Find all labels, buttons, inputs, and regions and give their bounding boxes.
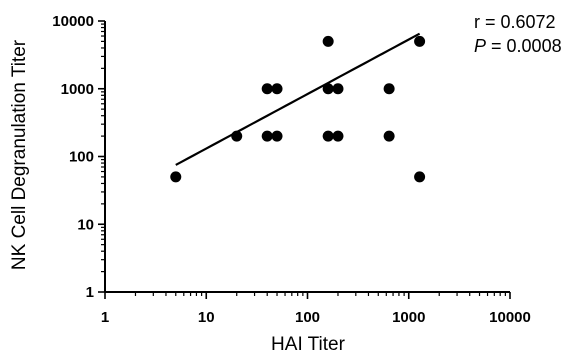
data-point	[414, 171, 426, 183]
ticks: 1 10 100 1000 10000 1 10 100 1000 10000	[52, 13, 531, 326]
y-axis-title: NK Cell Degranulation Titer	[9, 39, 30, 270]
data-point	[332, 83, 344, 95]
data-point	[322, 35, 334, 47]
data-point	[271, 130, 283, 142]
x-tick-label: 100	[295, 309, 320, 326]
data-point	[414, 35, 426, 47]
y-tick-label: 10000	[52, 13, 94, 30]
x-tick-label: 10	[198, 309, 215, 326]
data-points	[170, 35, 426, 183]
fit-line	[175, 32, 421, 166]
data-point	[383, 130, 395, 142]
p-label: P	[474, 36, 487, 56]
fit-line-group	[175, 32, 421, 166]
data-point	[170, 171, 182, 183]
data-point	[383, 83, 395, 95]
p-value: P = 0.0008	[474, 34, 562, 58]
r-value: r = 0.6072	[474, 12, 556, 32]
x-axis-title: HAI Titer	[271, 334, 346, 355]
data-point	[332, 130, 344, 142]
axes	[104, 21, 510, 293]
data-point	[261, 130, 273, 142]
y-tick-label: 1000	[61, 81, 94, 98]
data-point	[231, 130, 243, 142]
data-point	[271, 83, 283, 95]
data-point	[322, 130, 334, 142]
y-tick-label: 100	[69, 149, 94, 166]
x-tick-label: 1000	[392, 309, 425, 326]
stats-annotation: r = 0.6072 P = 0.0008	[474, 10, 562, 58]
x-tick-label: 10000	[489, 309, 531, 326]
data-point	[322, 83, 334, 95]
p-value-text: = 0.0008	[486, 36, 562, 56]
x-tick-label: 1	[101, 309, 109, 326]
y-tick-label: 1	[86, 284, 94, 301]
data-point	[261, 83, 273, 95]
y-tick-label: 10	[77, 216, 94, 233]
